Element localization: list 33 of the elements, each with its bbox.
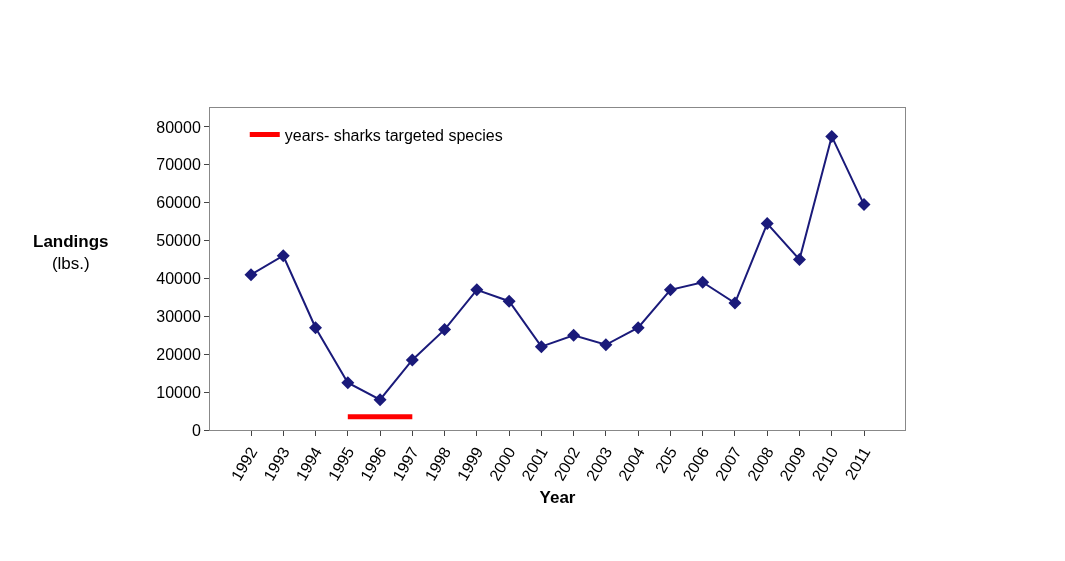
point — [857, 198, 871, 212]
point — [502, 294, 516, 308]
point — [663, 283, 677, 297]
point — [760, 217, 774, 231]
x-tick-label: 205 — [651, 444, 680, 476]
y-tick-label: 0 — [191, 421, 201, 439]
point — [567, 328, 581, 342]
point — [534, 340, 548, 354]
y-axis-title: Landings (lbs.) — [33, 232, 109, 274]
point — [341, 376, 355, 390]
y-tick-label: 60000 — [156, 194, 201, 212]
y-tick-label: 20000 — [156, 345, 201, 363]
point — [599, 338, 613, 352]
point — [309, 321, 323, 335]
point — [696, 275, 710, 289]
point — [728, 296, 742, 310]
y-tick-label: 10000 — [156, 383, 201, 401]
y-tick-label: 30000 — [156, 307, 201, 325]
point — [792, 253, 806, 267]
y-tick-label: 50000 — [156, 232, 201, 250]
point — [373, 393, 387, 407]
point — [631, 321, 645, 335]
point — [438, 323, 452, 337]
point — [470, 283, 484, 297]
y-tick-label: 40000 — [156, 270, 201, 288]
point — [405, 353, 419, 367]
y-tick-label: 80000 — [156, 118, 201, 136]
y-tick-label: 70000 — [156, 156, 201, 174]
point — [276, 249, 290, 263]
legend-label: years- sharks targeted species — [284, 126, 503, 144]
x-axis-title: Year — [539, 487, 576, 507]
point — [244, 268, 258, 282]
point — [825, 129, 839, 143]
